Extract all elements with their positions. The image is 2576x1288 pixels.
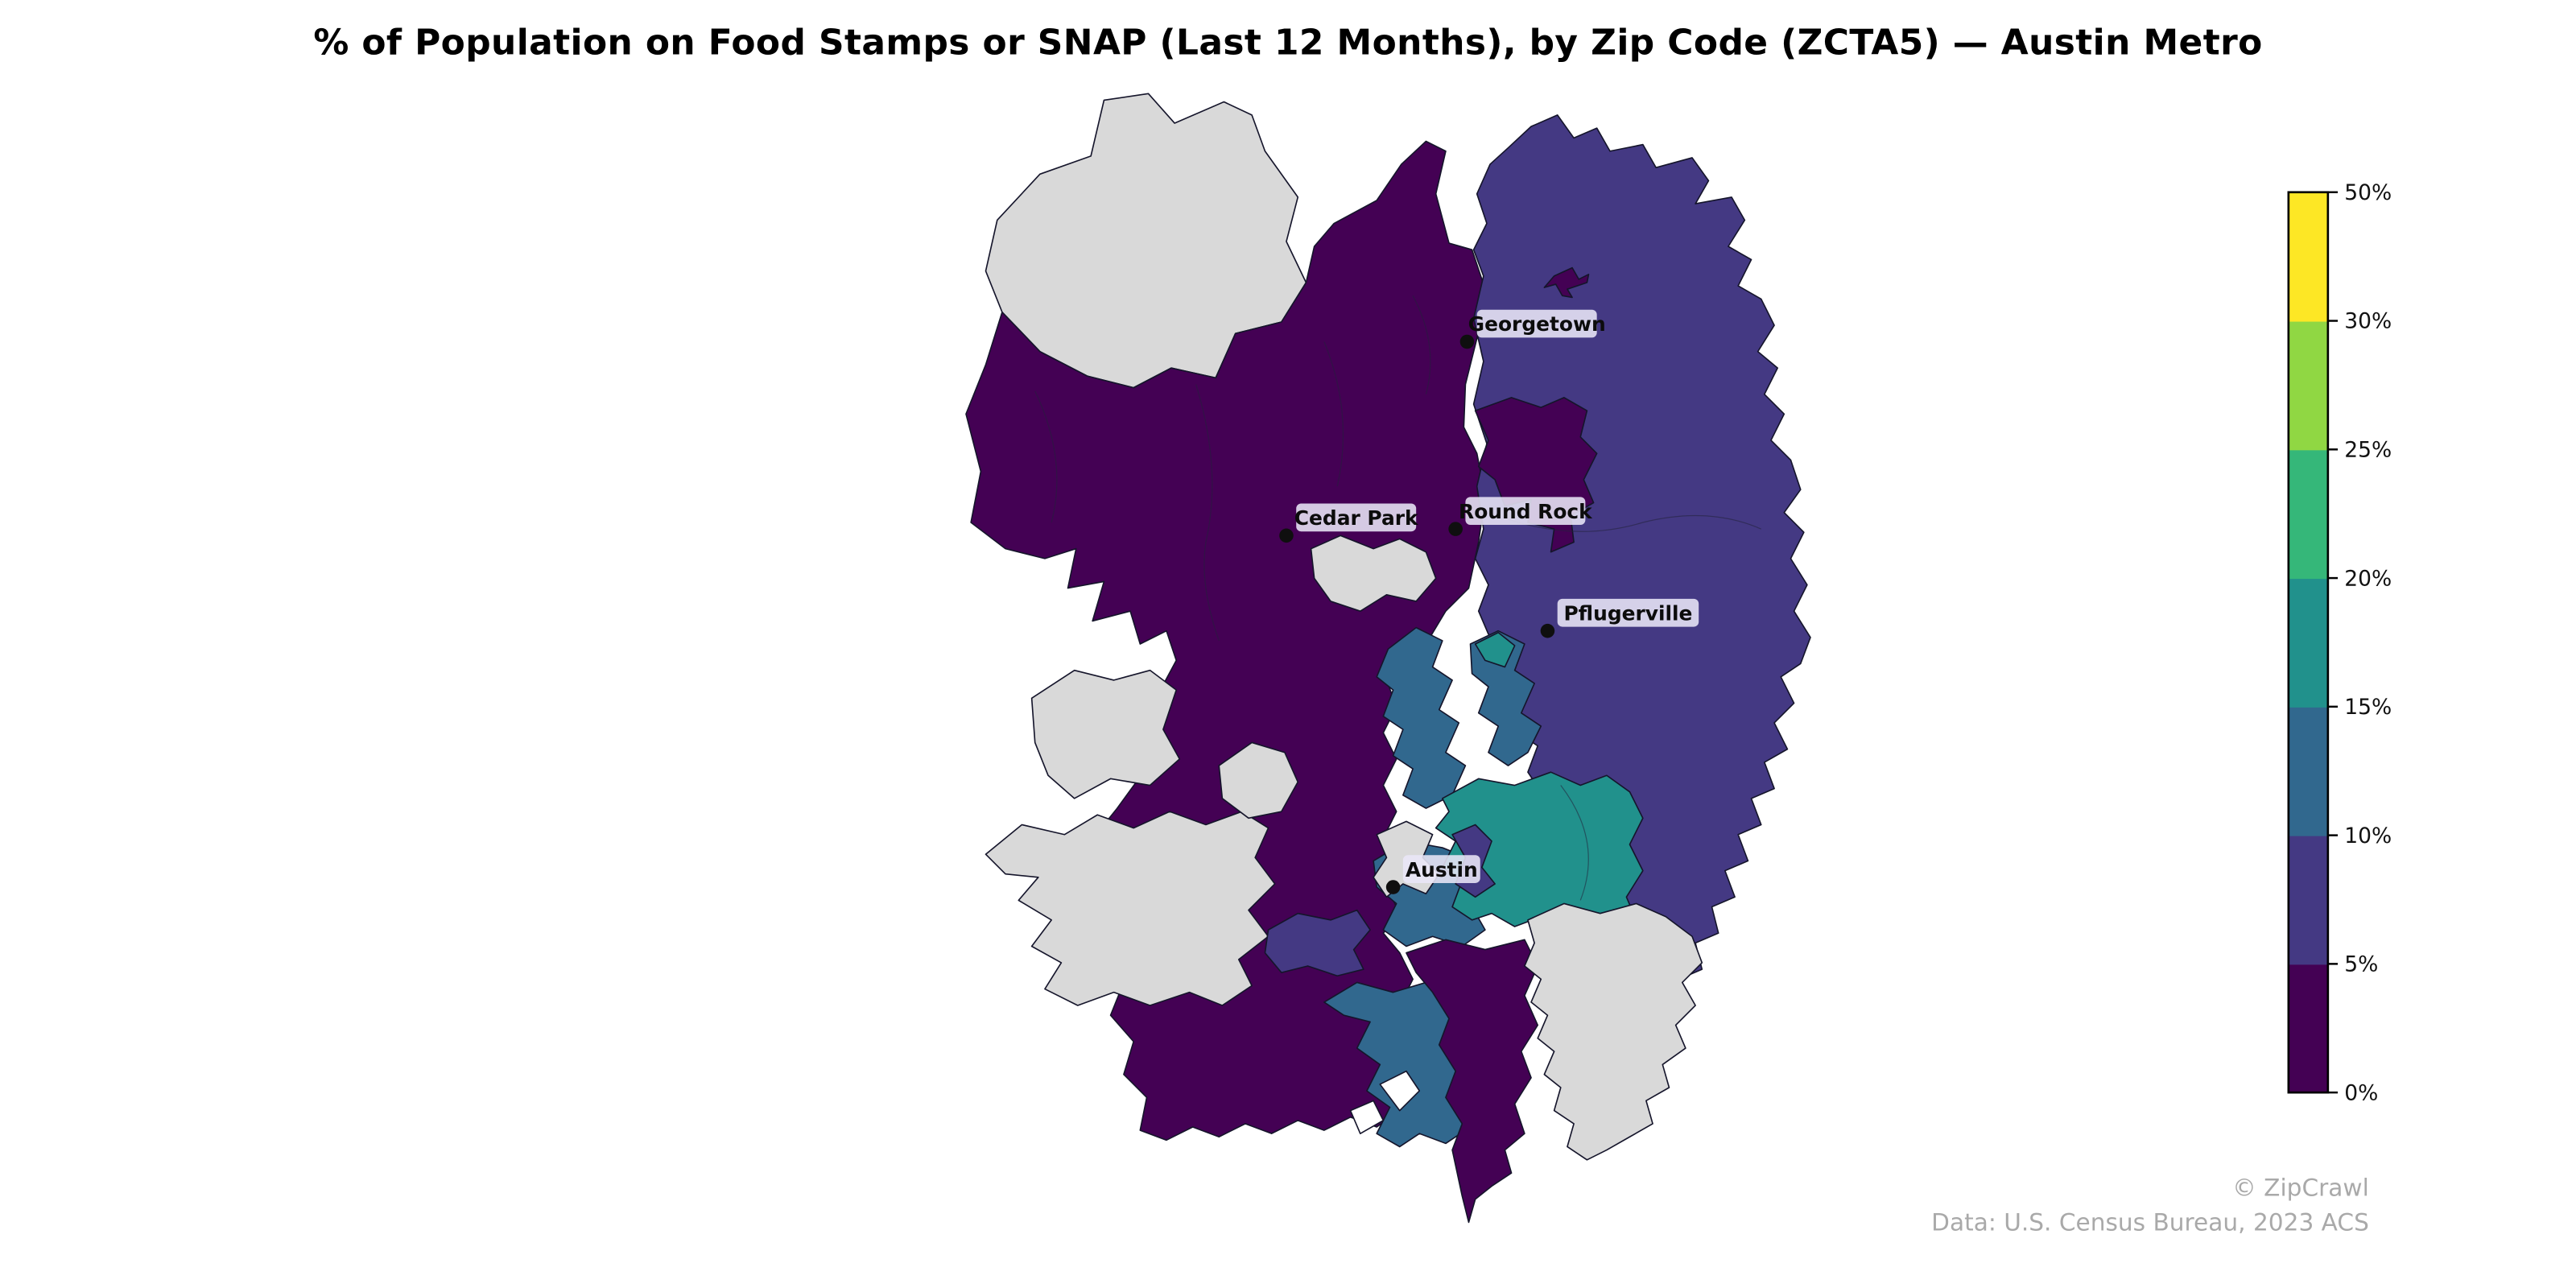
- city-dot: [1448, 522, 1463, 536]
- region-purple-5-10pct-sw-lobe: [1264, 909, 1371, 977]
- colorbar-outline: [2287, 191, 2330, 1094]
- attribution-credit: © ZipCrawl: [2232, 1176, 2369, 1203]
- interior-boundary-line: [1034, 390, 1058, 523]
- colorbar-segment-15–20%: [2288, 578, 2328, 708]
- city-label-box: [1296, 503, 1417, 532]
- colorbar-segment-25–30%: [2288, 320, 2328, 451]
- city-dot: [1459, 334, 1475, 349]
- colorbar-segment-20–25%: [2288, 449, 2328, 580]
- region-nodata-lake-a: [1030, 669, 1181, 799]
- city-label: Round Rock: [1459, 500, 1593, 523]
- interior-boundary-line: [1508, 514, 1762, 532]
- interior-boundary-line: [1412, 295, 1431, 394]
- region-nodata-lake-c: [1218, 741, 1299, 819]
- city-pflugerville: Pflugerville: [1540, 598, 1699, 638]
- colorbar-tick-label: 0%: [2344, 1080, 2378, 1105]
- colorbar-legend: 0% 5% 10% 15% 20% 25% 30% 50%: [2287, 180, 2392, 1105]
- page-title: % of Population on Food Stamps or SNAP (…: [313, 23, 2263, 64]
- colorbar-segment-30–50%: [2288, 192, 2328, 322]
- city-label-box: [1557, 598, 1699, 627]
- colorbar-segment-10–15%: [2288, 706, 2328, 836]
- region-nodata-cedar-park-south: [1310, 535, 1437, 612]
- colorbar-tick-label: 5%: [2344, 952, 2378, 977]
- interior-boundary-line: [1195, 384, 1220, 642]
- attribution-source: Data: U.S. Census Bureau, 2023 ACS: [1931, 1211, 2369, 1237]
- city-label-box: [1476, 309, 1597, 338]
- colorbar-tick-label: 20%: [2344, 566, 2392, 591]
- city-label-box: [1402, 855, 1480, 883]
- colorbar-tick-label: 50%: [2344, 180, 2392, 205]
- colorbar-tick-label: 25%: [2344, 437, 2392, 462]
- city-round-rock: Round Rock: [1448, 497, 1593, 536]
- region-bottom-cutout-b: [1349, 1100, 1385, 1134]
- colorbar-tick-label: 15%: [2344, 695, 2392, 720]
- attribution: © ZipCrawl Data: U.S. Census Bureau, 202…: [1931, 1173, 2369, 1242]
- city-dot: [1540, 623, 1555, 638]
- region-teal-15-20pct-sliver: [1474, 631, 1516, 668]
- colorbar-segment-5–10%: [2288, 835, 2328, 965]
- city-label: Cedar Park: [1294, 506, 1419, 530]
- region-blue-10-15pct-a: [1376, 626, 1467, 809]
- city-austin: Austin: [1385, 855, 1480, 894]
- city-georgetown: Georgetown: [1459, 309, 1606, 349]
- colorbar-tick-label: 10%: [2344, 824, 2392, 848]
- region-nodata-lake-b: [985, 811, 1276, 1006]
- city-label: Georgetown: [1468, 312, 1606, 336]
- region-blue-10-15pct-b: [1469, 630, 1542, 766]
- city-label: Pflugerville: [1563, 601, 1692, 625]
- city-cedar-park: Cedar Park: [1279, 503, 1419, 543]
- city-markers: Georgetown Cedar Park Round Rock Pflugervil…: [1279, 309, 1699, 894]
- region-nodata-southeast: [1524, 902, 1703, 1161]
- city-dot: [1279, 528, 1294, 543]
- city-dot: [1385, 880, 1401, 894]
- region-airport-zip-0-5pct: [1543, 266, 1590, 299]
- city-label: Austin: [1406, 858, 1478, 881]
- region-bottom-cutout-a: [1379, 1070, 1421, 1112]
- interior-boundary-line: [1323, 341, 1344, 487]
- city-label-box: [1465, 497, 1586, 526]
- colorbar-segment-0–5%: [2288, 964, 2328, 1094]
- interior-boundary-line: [1560, 785, 1589, 901]
- colorbar-tick-label: 30%: [2344, 309, 2392, 334]
